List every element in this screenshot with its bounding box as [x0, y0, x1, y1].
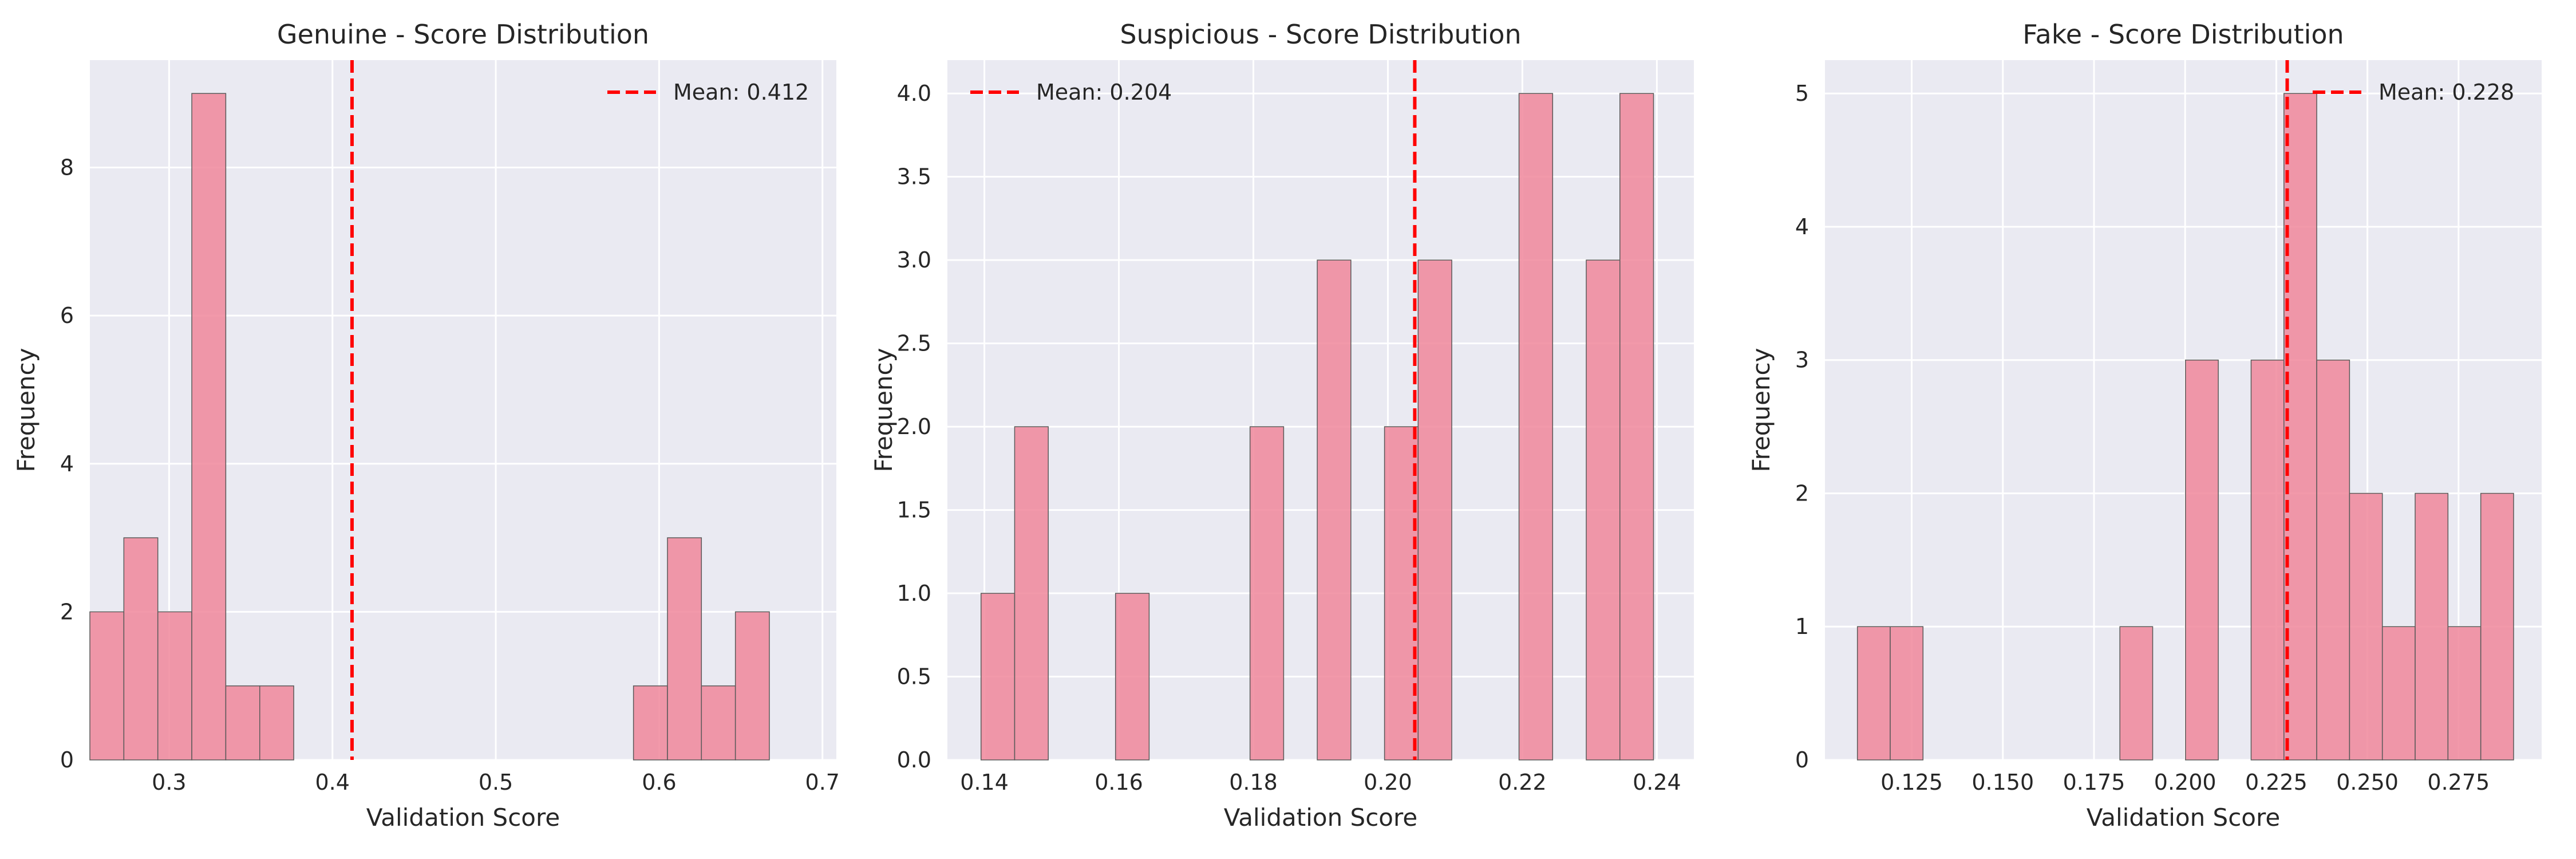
histogram-bar	[1115, 593, 1150, 761]
x-tick-label: 0.24	[1633, 770, 1681, 795]
histogram-bar	[2447, 626, 2482, 761]
x-tick-label: 0.22	[1498, 770, 1547, 795]
histogram-bar	[734, 611, 770, 761]
histogram-bar	[2349, 492, 2383, 761]
y-tick-label: 3.0	[897, 247, 931, 273]
y-tick-label: 0.0	[897, 747, 931, 773]
y-tick-label: 4	[1795, 214, 1809, 239]
histogram-panel-2: 0.14 0.16 0.18 0.20 0.22 0.24 0.0 0.5 1.0 1.5 2.0 2…	[870, 19, 1694, 832]
x-axis-label: Validation Score	[2087, 803, 2280, 832]
histogram-bar	[2250, 359, 2285, 761]
y-tick-label: 1	[1795, 614, 1809, 639]
y-tick-label: 2.0	[897, 414, 931, 439]
histogram-bar	[2480, 492, 2514, 761]
y-tick-label: 3.5	[897, 164, 931, 190]
x-tick-label: 0.14	[960, 770, 1009, 795]
x-tick-label: 0.4	[315, 770, 350, 795]
histogram-bar	[191, 93, 227, 761]
x-tick-label: 0.250	[2336, 770, 2399, 795]
y-axis-label: Frequency	[870, 348, 898, 472]
x-axis-label: Validation Score	[1224, 803, 1417, 832]
histogram-bar	[2316, 359, 2350, 761]
x-axis-label: Validation Score	[366, 803, 560, 832]
y-tick-label: 2.5	[897, 331, 931, 356]
legend-label: Mean: 0.204	[1036, 80, 1172, 105]
x-tick-label: 0.225	[2245, 770, 2308, 795]
chart-title: Fake - Score Distribution	[2022, 19, 2344, 50]
y-tick-label: 6	[60, 303, 74, 328]
x-tick-label: 0.150	[1971, 770, 2034, 795]
histogram-bar	[1249, 426, 1285, 761]
y-axis-label: Frequency	[12, 348, 40, 472]
x-tick-label: 0.175	[2063, 770, 2125, 795]
histogram-bar	[2283, 93, 2317, 761]
x-tick-label: 0.3	[152, 770, 186, 795]
y-tick-label: 1.5	[897, 498, 931, 523]
chart-title: Suspicious - Score Distribution	[1120, 19, 1521, 50]
y-tick-label: 2	[1795, 480, 1809, 506]
y-tick-label: 3	[1795, 348, 1809, 373]
y-tick-label: 0.5	[897, 664, 931, 689]
histogram-bar	[667, 537, 702, 761]
y-tick-label: 0	[1795, 747, 1809, 773]
histogram-bar	[633, 685, 668, 761]
x-tick-label: 0.20	[1364, 770, 1412, 795]
histogram-bar	[1384, 426, 1419, 761]
x-tick-label: 0.200	[2154, 770, 2217, 795]
histogram-bar	[1417, 259, 1452, 761]
x-tick-label: 0.16	[1095, 770, 1143, 795]
y-tick-label: 2	[60, 599, 74, 624]
x-tick-label: 0.18	[1229, 770, 1278, 795]
histogram-bar	[89, 611, 125, 761]
histogram-bar	[2119, 626, 2154, 761]
y-tick-label: 8	[60, 155, 74, 180]
chart-title: Genuine - Score Distribution	[277, 19, 649, 50]
x-tick-label: 0.275	[2427, 770, 2490, 795]
histogram-bar	[2415, 492, 2449, 761]
histogram-bar	[1890, 626, 1924, 761]
y-tick-label: 5	[1795, 81, 1809, 106]
y-tick-label: 0	[60, 747, 74, 773]
x-tick-label: 0.6	[642, 770, 676, 795]
y-tick-label: 4	[60, 451, 74, 476]
histogram-panel-3: 0.125 0.150 0.175 0.200 0.225 0.250 0.275 0 1 2 3 4…	[1747, 19, 2542, 832]
histogram-bar	[701, 685, 736, 761]
y-tick-label: 4.0	[897, 81, 931, 106]
histogram-panel-1: 0.3 0.4 0.5 0.6 0.7 0 2 4 6 8 Genuine - Score Dist…	[12, 19, 840, 832]
histogram-bar	[980, 593, 1016, 761]
histogram-bar	[123, 537, 159, 761]
histogram-bar	[2381, 626, 2416, 761]
histogram-bar	[157, 611, 192, 761]
legend-label: Mean: 0.412	[673, 80, 809, 105]
x-tick-label: 0.5	[479, 770, 513, 795]
histogram-bar	[1014, 426, 1049, 761]
histogram-bar	[259, 685, 294, 761]
histogram-bar	[1518, 93, 1554, 761]
x-tick-label: 0.125	[1880, 770, 1943, 795]
histogram-bar	[1619, 93, 1654, 761]
histogram-bar	[225, 685, 260, 761]
histogram-bar	[1856, 626, 1891, 761]
legend-label: Mean: 0.228	[2379, 80, 2514, 105]
histogram-bar	[1586, 259, 1621, 761]
y-axis-label: Frequency	[1747, 348, 1775, 472]
histogram-bar	[2185, 359, 2219, 761]
histogram-bar	[1317, 259, 1352, 761]
y-tick-label: 1.0	[897, 581, 931, 606]
x-tick-label: 0.7	[805, 770, 840, 795]
